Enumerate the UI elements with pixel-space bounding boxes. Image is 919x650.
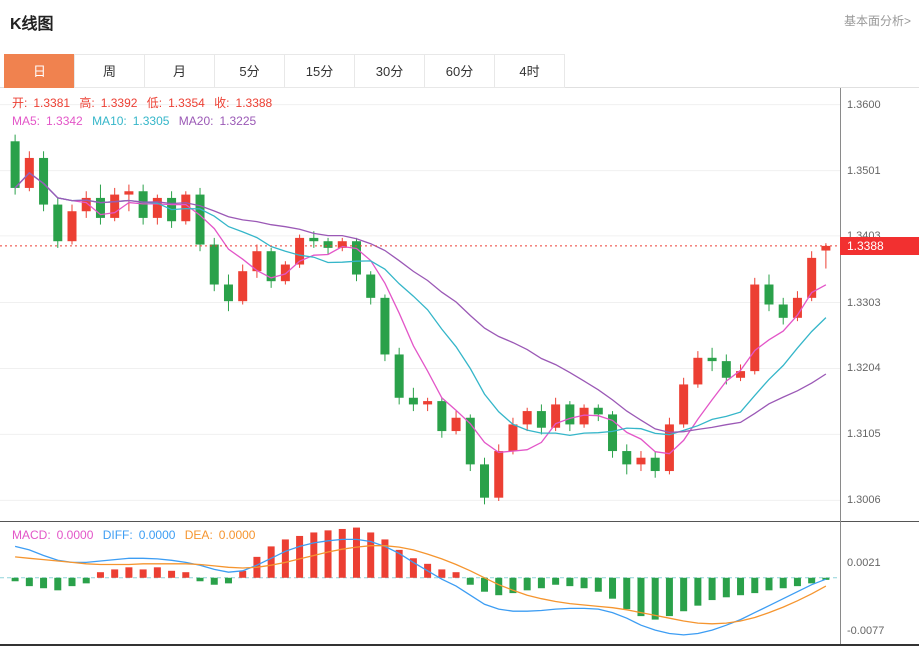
macd-axis-label: -0.0077 [847,625,885,638]
price-axis-label: 1.3105 [847,428,881,441]
chart-bottom-border [0,644,919,646]
price-axis-line [840,88,841,646]
ma5-label: MA5: [12,114,41,128]
open-value: 1.3381 [33,96,71,110]
tab-15min[interactable]: 15分 [284,54,355,88]
ma10-value: 1.3305 [132,114,170,128]
high-value: 1.3392 [100,96,138,110]
header: K线图 基本面分析> [0,0,919,54]
price-axis-label: 1.3204 [847,362,881,375]
tab-30min[interactable]: 30分 [354,54,425,88]
diff-label: DIFF: [102,528,133,542]
fundamental-analysis-link[interactable]: 基本面分析> [843,14,911,28]
diff-value: 0.0000 [138,528,176,542]
candlestick-canvas[interactable] [0,88,841,521]
interval-tab-bar: 日 周 月 5分 15分 30分 60分 4时 [0,54,919,88]
high-label: 高: [79,96,95,110]
ma-row: MA5: 1.3342 MA10: 1.3305 MA20: 1.3225 [12,114,262,128]
ma20-label: MA20: [178,114,214,128]
ma20-value: 1.3225 [219,114,257,128]
tab-4hour[interactable]: 4时 [494,54,565,88]
kline-chart: 开: 1.3381 高: 1.3392 低: 1.3354 收: 1.3388 MA5:… [0,88,919,650]
price-axis-label: 1.3600 [847,98,881,111]
current-price-tag: 1.3388 [840,236,919,255]
page-title: K线图 [10,16,54,33]
ma10-label: MA10: [92,114,127,128]
tab-monthly[interactable]: 月 [144,54,215,88]
close-value: 1.3388 [235,96,273,110]
tab-5min[interactable]: 5分 [214,54,285,88]
macd-label: MACD: [12,528,51,542]
ohlc-row: 开: 1.3381 高: 1.3392 低: 1.3354 收: 1.3388 [12,94,278,111]
tab-weekly[interactable]: 周 [74,54,145,88]
low-label: 低: [146,96,163,110]
ma5-value: 1.3342 [46,114,83,128]
panel-separator [0,521,919,522]
macd-axis-label: 0.0021 [847,557,881,570]
tab-daily[interactable]: 日 [4,54,75,88]
macd-header: MACD: 0.0000 DIFF: 0.0000 DEA: 0.0000 [12,528,261,542]
price-axis-label: 1.3303 [847,296,881,309]
open-label: 开: [12,96,28,110]
dea-label: DEA: [184,528,213,542]
dea-value: 0.0000 [218,528,256,542]
tab-60min[interactable]: 60分 [424,54,495,88]
close-label: 收: [214,96,230,110]
macd-canvas[interactable] [0,522,841,644]
price-axis-label: 1.3006 [847,494,881,507]
low-value: 1.3354 [168,96,205,110]
macd-value: 0.0000 [56,528,94,542]
price-axis-label: 1.3501 [847,164,881,177]
